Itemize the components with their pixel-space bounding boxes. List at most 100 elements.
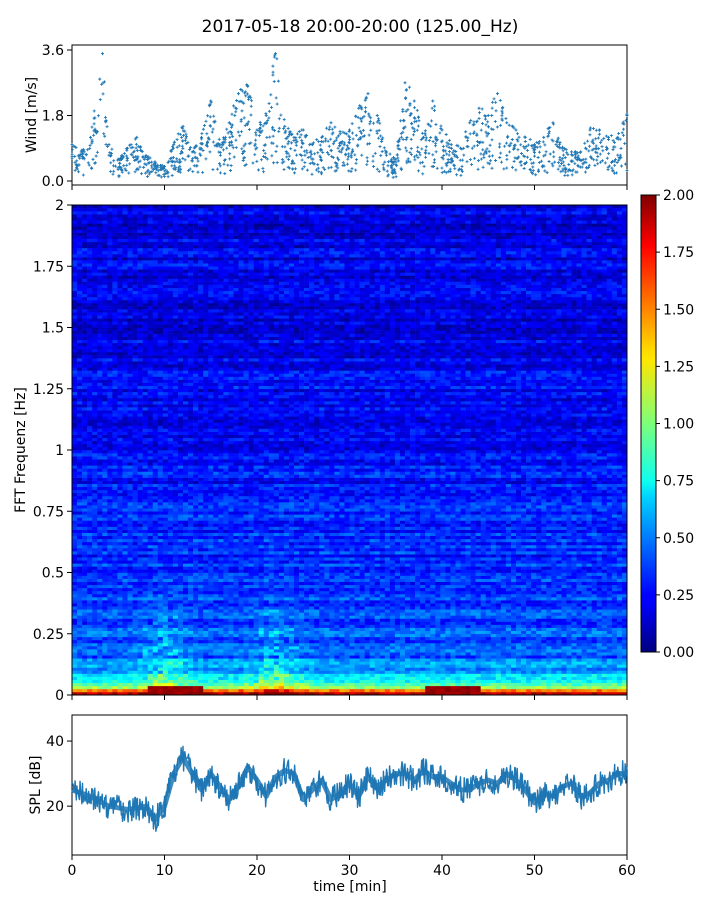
- spectrogram-cell: [521, 634, 526, 637]
- spectrogram-cell: [572, 674, 577, 677]
- spectrogram-cell: [531, 609, 536, 612]
- spectrogram-cell: [112, 618, 117, 621]
- spectrogram-cell: [178, 631, 183, 634]
- spectrogram-cell: [450, 597, 455, 600]
- spectrogram-cell: [117, 603, 122, 606]
- spectrogram-cell: [420, 640, 425, 643]
- spectrogram-cell: [284, 609, 289, 612]
- spectrogram-cell: [430, 686, 435, 689]
- spectrogram-cell: [445, 646, 450, 649]
- spectrogram-cell: [244, 625, 249, 628]
- spectrogram-cell: [72, 680, 77, 683]
- spectrogram-cell: [400, 652, 405, 655]
- spectrogram-cell: [516, 631, 521, 634]
- spectrogram-cell: [531, 649, 536, 652]
- spectrogram-cell: [87, 609, 92, 612]
- spectrogram-cell: [395, 634, 400, 637]
- spectrogram-cell: [420, 615, 425, 618]
- spectrogram-cell: [556, 597, 561, 600]
- spectrogram-cell: [269, 634, 274, 637]
- spectrogram-cell: [173, 674, 178, 677]
- spectrogram-cell: [360, 649, 365, 652]
- spectrogram-cell: [541, 634, 546, 637]
- spectrogram-cell: [420, 686, 425, 689]
- spectrogram-cell: [329, 655, 334, 658]
- spectrogram-cell: [516, 622, 521, 625]
- spectrogram-cell: [259, 640, 264, 643]
- spectrogram-cell: [117, 674, 122, 677]
- spectrogram-cell: [551, 683, 556, 686]
- spectrogram-cell: [400, 606, 405, 609]
- spectrogram-cell: [410, 618, 415, 621]
- spectrogram-cell: [244, 628, 249, 631]
- spectrogram-cell: [223, 652, 228, 655]
- spectrogram-cell: [324, 609, 329, 612]
- spectrogram-cell: [254, 686, 259, 689]
- spectrogram-cell: [592, 628, 597, 631]
- spectrogram-cell: [122, 600, 127, 603]
- spectrogram-cell: [339, 622, 344, 625]
- spectrogram-cell: [450, 625, 455, 628]
- spectrogram-cell: [597, 597, 602, 600]
- spectrogram-cell: [249, 686, 254, 689]
- spectrogram-cell: [178, 628, 183, 631]
- spectrogram-cell: [208, 667, 213, 670]
- spectrogram-cell: [506, 600, 511, 603]
- spectrogram-cell: [254, 655, 259, 658]
- spectrogram-cell: [420, 664, 425, 667]
- spectrogram-cell: [309, 661, 314, 664]
- spectrogram-cell: [551, 646, 556, 649]
- spectrogram-cell: [168, 671, 173, 674]
- spectrogram-panel: 00.250.50.7511.251.51.752 FFT Frequenz […: [13, 198, 627, 704]
- spectrogram-cell: [582, 631, 587, 634]
- spectrogram-cell: [188, 680, 193, 683]
- spectrogram-cell: [314, 631, 319, 634]
- spectrogram-cell: [158, 606, 163, 609]
- spectrogram-cell: [496, 597, 501, 600]
- spectrogram-cell: [188, 615, 193, 618]
- spectrogram-cell: [183, 649, 188, 652]
- spectrogram-cell: [344, 649, 349, 652]
- spectrogram-cell: [143, 667, 148, 670]
- spectrogram-cell: [385, 634, 390, 637]
- spectrogram-cell: [551, 603, 556, 606]
- spectrogram-cell: [531, 600, 536, 603]
- spectrogram-cell: [163, 658, 168, 661]
- spectrogram-cell: [163, 649, 168, 652]
- spectrogram-cell: [380, 640, 385, 643]
- spectrogram-cell: [471, 628, 476, 631]
- spectrogram-cell: [203, 625, 208, 628]
- spectrogram-cell: [198, 637, 203, 640]
- spectrogram-cell: [148, 674, 153, 677]
- spectrogram-cell: [178, 597, 183, 600]
- spectrogram-cell: [72, 615, 77, 618]
- spectrogram-cell: [334, 634, 339, 637]
- spectrogram-cell: [511, 655, 516, 658]
- spectrogram-cell: [244, 643, 249, 646]
- spectrogram-cell: [228, 643, 233, 646]
- spectrogram-cell: [193, 631, 198, 634]
- spectrogram-cell: [339, 606, 344, 609]
- spectrogram-cell: [587, 615, 592, 618]
- spectrogram-cell: [486, 628, 491, 631]
- spectrogram-cell: [319, 686, 324, 689]
- spectrogram-cell: [122, 671, 127, 674]
- spectrogram-cell: [208, 609, 213, 612]
- spectrogram-cell: [299, 615, 304, 618]
- spectrogram-cell: [163, 680, 168, 683]
- spectrogram-cell: [587, 606, 592, 609]
- spectrogram-cell: [370, 618, 375, 621]
- spectrogram-cell: [163, 615, 168, 618]
- spectrogram-cell: [430, 606, 435, 609]
- spectrogram-cell: [339, 649, 344, 652]
- spectrogram-cell: [339, 667, 344, 670]
- spectrogram-cell: [279, 652, 284, 655]
- spectrogram-cell: [440, 664, 445, 667]
- spectrogram-cell: [77, 643, 82, 646]
- spectrogram-cell: [203, 597, 208, 600]
- spectrogram-cell: [239, 622, 244, 625]
- spectrogram-cell: [218, 667, 223, 670]
- spectrogram-cell: [294, 637, 299, 640]
- spectrogram-cell: [153, 612, 158, 615]
- spectrogram-cell: [521, 640, 526, 643]
